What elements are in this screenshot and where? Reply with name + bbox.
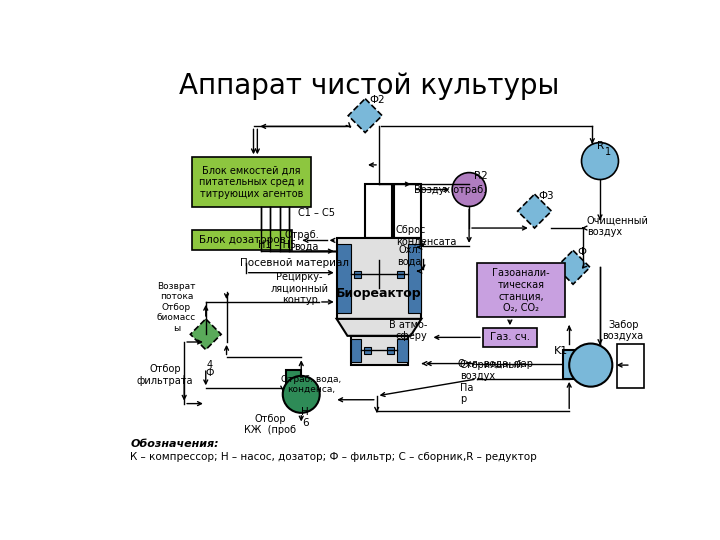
Bar [354, 271, 361, 278]
Circle shape [283, 376, 320, 413]
Text: Стерильный
воздух
Па
р: Стерильный воздух Па р [460, 360, 523, 404]
Bar [387, 347, 394, 354]
Bar [397, 271, 404, 278]
Circle shape [452, 173, 486, 206]
Text: Ф3: Ф3 [539, 191, 554, 201]
Bar [617, 343, 644, 388]
Circle shape [570, 343, 612, 387]
Text: С1 – С5: С1 – С5 [298, 208, 336, 218]
Text: K1: K1 [554, 346, 568, 356]
Text: Н
6: Н 6 [301, 407, 309, 428]
Text: Газоанали-
тическая
станция,
O₂, CO₂: Газоанали- тическая станция, O₂, CO₂ [492, 268, 550, 313]
Polygon shape [190, 319, 221, 350]
Text: Охл.
вода: Охл. вода [397, 245, 421, 267]
Text: Сброс
конденсата: Сброс конденсата [396, 225, 456, 247]
Text: Очищенный
воздух: Очищенный воздух [587, 215, 649, 237]
Bar [408, 244, 421, 313]
Circle shape [582, 143, 618, 179]
Text: Отраб.
вода: Отраб. вода [284, 230, 319, 251]
Polygon shape [556, 251, 590, 284]
Bar [192, 157, 311, 207]
Bar [483, 328, 537, 347]
Polygon shape [337, 319, 421, 336]
Text: Ф2: Ф2 [369, 95, 384, 105]
Bar [192, 231, 292, 251]
Text: Газ. сч.: Газ. сч. [490, 333, 530, 342]
Bar [563, 350, 585, 379]
Text: Возврат
потока
Отбор
биомасс
ы: Возврат потока Отбор биомасс ы [157, 282, 196, 333]
Text: Отраб. вода,
конденса,: Отраб. вода, конденса, [281, 375, 341, 394]
Text: Аппарат чистой культуры: Аппарат чистой культуры [179, 72, 559, 100]
Text: Блок емкостей для
питательных сред и
титрующих агентов: Блок емкостей для питательных сред и тит… [199, 166, 304, 199]
Bar [351, 339, 361, 362]
Text: 4: 4 [207, 360, 212, 370]
Bar [365, 184, 392, 238]
Text: Охл. вода, пар: Охл. вода, пар [457, 359, 533, 369]
Text: Блок дозаторов: Блок дозаторов [199, 235, 285, 245]
Bar [364, 347, 372, 354]
Text: R2: R2 [474, 172, 488, 181]
Text: Отбор
фильтрата: Отбор фильтрата [137, 364, 193, 386]
Text: Биореактор: Биореактор [336, 287, 422, 300]
Text: Посевной материал: Посевной материал [240, 259, 348, 268]
Text: Отбор
КЖ  (проб: Отбор КЖ (проб [244, 414, 297, 435]
Text: Рецирку-
ляционный
контур: Рецирку- ляционный контур [271, 272, 329, 305]
Text: R: R [597, 140, 604, 151]
Text: Забор
воздуха: Забор воздуха [603, 320, 644, 341]
Bar [286, 370, 301, 388]
Bar [337, 244, 351, 313]
Text: Воздух отраб.: Воздух отраб. [414, 185, 486, 194]
Bar [337, 238, 421, 319]
Bar [477, 264, 565, 318]
Bar [397, 339, 408, 362]
Text: Ф: Ф [577, 247, 586, 257]
Bar [395, 184, 421, 238]
Text: 1: 1 [605, 147, 611, 157]
Polygon shape [518, 194, 552, 228]
Polygon shape [348, 99, 382, 132]
Text: H1 – H5: H1 – H5 [258, 240, 297, 250]
Bar [351, 336, 408, 365]
Text: Ф: Ф [205, 368, 214, 378]
Text: К – компрессор; Н – насос, дозатор; Ф – фильтр; С – сборник,R – редуктор: К – компрессор; Н – насос, дозатор; Ф – … [130, 453, 537, 462]
Text: В атмо-
сферу: В атмо- сферу [389, 320, 428, 341]
Text: Обозначения:: Обозначения: [130, 440, 219, 449]
